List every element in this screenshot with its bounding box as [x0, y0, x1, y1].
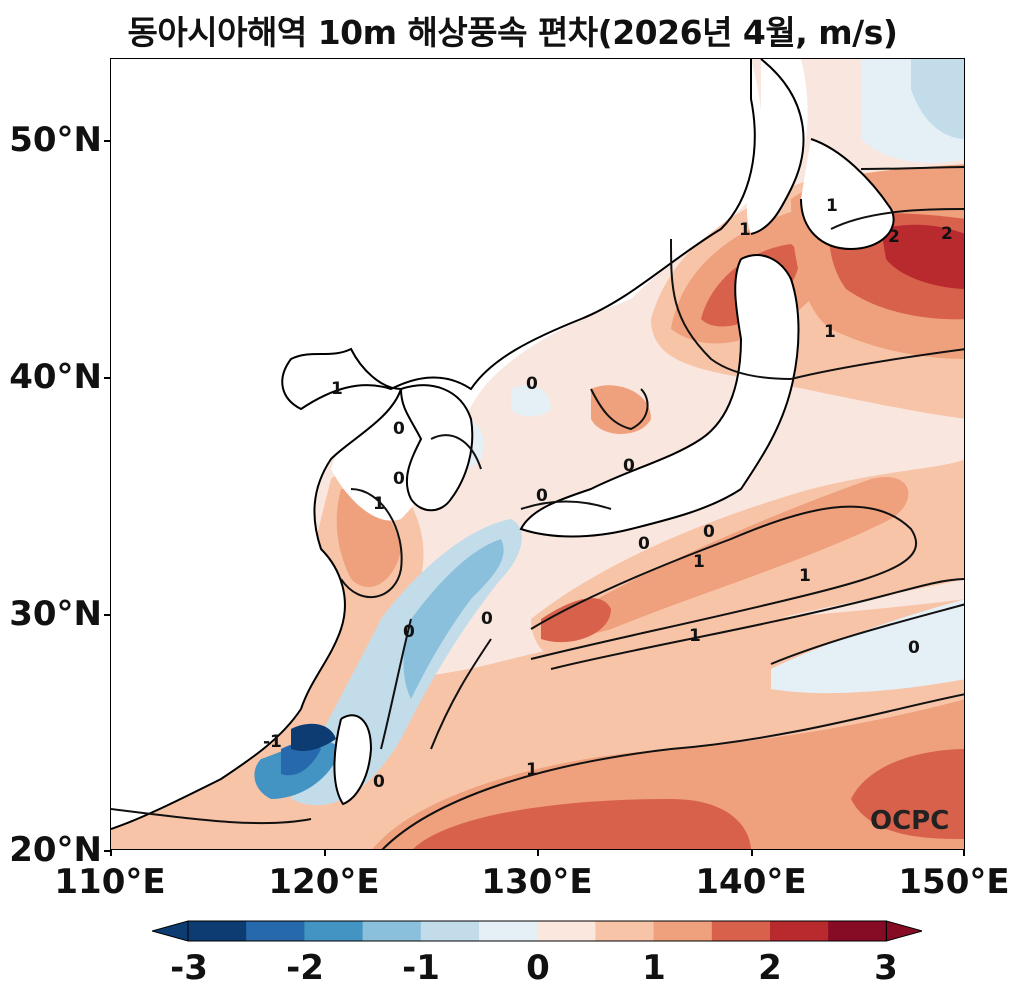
contour-label: 1	[689, 626, 701, 646]
colorbar-frame	[187, 920, 887, 942]
contour-label: 0	[373, 772, 385, 792]
x-tick-label: 140°E	[695, 862, 807, 902]
contour-label: 0	[703, 522, 715, 542]
colorbar-segment	[828, 921, 887, 941]
x-tick-label: 130°E	[481, 862, 593, 902]
contour-label: 2	[941, 224, 953, 244]
map-canvas: 2 2 1 1 1 1 1 1 1 1 1 0 0 0 0 0 0 0 0 0 …	[111, 59, 964, 849]
colorbar-tick-label: -1	[402, 948, 440, 988]
colorbar-extend-right	[885, 920, 925, 942]
contour-label: 2	[888, 227, 900, 247]
colorbar-segment	[362, 921, 422, 941]
contour-label: 0	[536, 486, 548, 506]
y-tick-label: 40°N	[9, 357, 102, 397]
contour-label: 1	[526, 760, 538, 780]
contour-label: 1	[824, 322, 836, 342]
contour-label: 1	[693, 552, 705, 572]
colorbar-segment	[711, 921, 771, 941]
colorbar-segment	[246, 921, 305, 941]
contour-label: 0	[403, 622, 415, 642]
colorbar-segment	[479, 921, 538, 941]
contour-label: 0	[481, 609, 493, 629]
colorbar-segment	[537, 921, 596, 941]
colorbar-tick-label: 1	[642, 948, 666, 988]
y-tick-label: 50°N	[9, 120, 102, 160]
colorbar-tick-label: 2	[758, 948, 782, 988]
colorbar	[150, 920, 925, 946]
colorbar-segment	[304, 921, 364, 941]
colorbar-segment	[420, 921, 480, 941]
colorbar-extend-left	[150, 920, 189, 942]
contour-label: 0	[638, 534, 650, 554]
colorbar-svg	[150, 920, 925, 942]
contour-label: 0	[393, 419, 405, 439]
contour-label: 1	[799, 566, 811, 586]
map-title: 동아시아해역 10m 해상풍속 편차(2026년 4월, m/s)	[127, 13, 898, 52]
ocpc-watermark: OCPC	[870, 806, 950, 836]
contour-label: 0	[623, 456, 635, 476]
contour-label: 0	[908, 638, 920, 658]
colorbar-tick-label: 3	[874, 948, 898, 988]
y-tick-label: 30°N	[9, 594, 102, 634]
contour-label: -1	[263, 732, 282, 752]
colorbar-segment	[653, 921, 713, 941]
y-tick-label: 20°N	[9, 830, 102, 870]
contour-label: 1	[373, 494, 385, 514]
x-tick-label: 150°E	[898, 862, 1010, 902]
colorbar-tick-label: -3	[170, 948, 208, 988]
colorbar-segment	[595, 921, 655, 941]
contour-label: 0	[393, 469, 405, 489]
colorbar-segment	[188, 921, 247, 941]
colorbar-segment	[770, 921, 829, 941]
x-tick-label: 120°E	[268, 862, 380, 902]
contour-label: 1	[826, 196, 838, 216]
colorbar-tick-label: 0	[526, 948, 550, 988]
contour-label: 0	[526, 374, 538, 394]
colorbar-tick-label: -2	[286, 948, 324, 988]
contour-label: 1	[739, 220, 751, 240]
anomaly-map: 2 2 1 1 1 1 1 1 1 1 1 0 0 0 0 0 0 0 0 0 …	[110, 58, 965, 850]
contour-label: 1	[331, 379, 343, 399]
x-tick-label: 110°E	[54, 862, 166, 902]
